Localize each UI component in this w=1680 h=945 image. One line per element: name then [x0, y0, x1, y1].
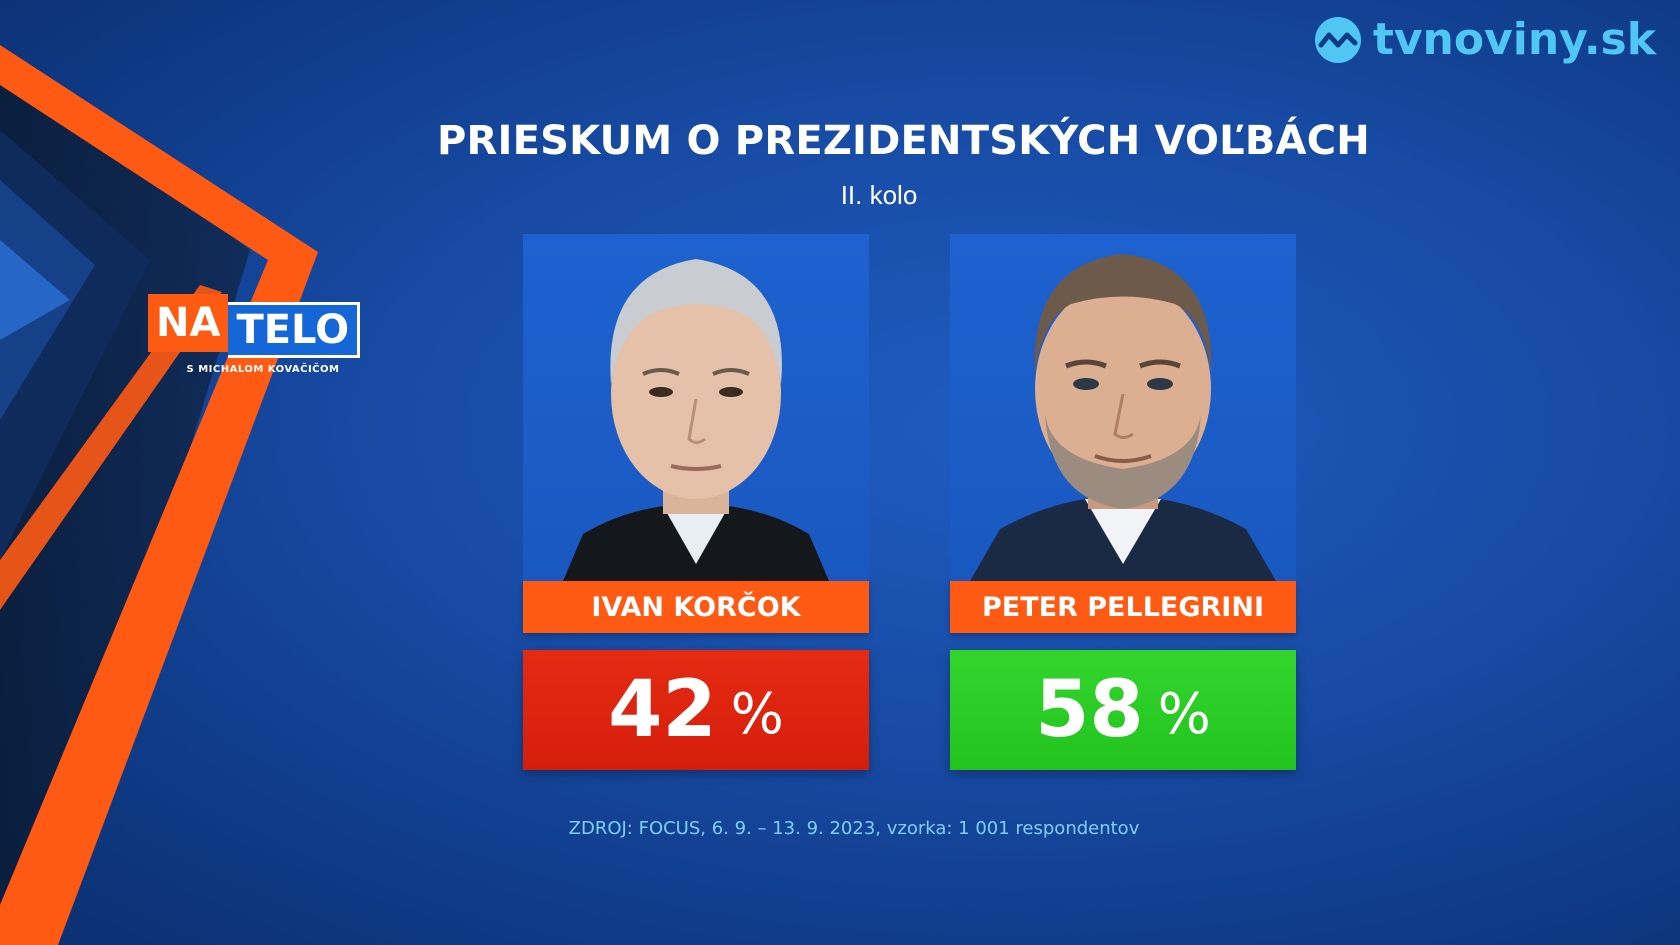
candidate-name: PETER PELLEGRINI [950, 581, 1296, 633]
source-note: ZDROJ: FOCUS, 6. 9. – 13. 9. 2023, vzork… [568, 818, 1140, 839]
brand-logo: tvnoviny.sk [1313, 14, 1656, 65]
candidate-photo [523, 234, 869, 581]
candidate-result: 58 % [950, 650, 1296, 770]
portrait-illustration [970, 254, 1276, 581]
wave-logo-icon [1314, 16, 1361, 63]
show-subtitle: S MICHALOM KOVAČIČOM [186, 364, 340, 375]
page-subtitle: II. kolo [840, 180, 918, 210]
percent-sign: % [1157, 682, 1211, 747]
candidate-photo [950, 234, 1296, 581]
brand-name: tvnoviny.sk [1372, 14, 1656, 65]
percent-sign: % [730, 682, 784, 747]
show-logo-na: NA [148, 294, 229, 352]
portrait-illustration [563, 259, 829, 581]
candidate-card-pellegrini: PETER PELLEGRINI 58 % [950, 234, 1296, 770]
candidate-card-korcok: IVAN KORČOK 42 % [523, 234, 869, 770]
result-value: 42 [608, 665, 717, 755]
show-logo: NA TELO S MICHALOM KOVAČIČOM [148, 294, 361, 375]
page-title: PRIESKUM O PREZIDENTSKÝCH VOĽBÁCH [437, 118, 1370, 164]
show-logo-telo: TELO [228, 302, 361, 358]
candidate-result: 42 % [523, 650, 869, 770]
result-value: 58 [1035, 665, 1144, 755]
candidate-name: IVAN KORČOK [523, 581, 869, 633]
